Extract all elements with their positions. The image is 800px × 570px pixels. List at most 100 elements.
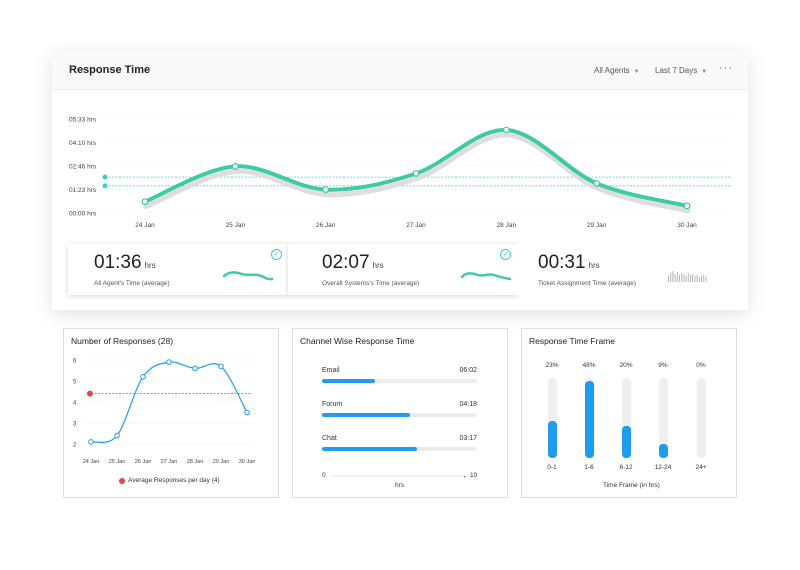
card-header: Response Time All Agents ▼ Last 7 Days ▼ ·… <box>52 52 748 90</box>
channel-panel: Channel Wise Response Time Email 06:02 For… <box>292 328 508 498</box>
date-range-dropdown[interactable]: Last 7 Days ▼ <box>655 66 707 75</box>
bar-value-label: 0% <box>696 362 706 369</box>
more-options-icon[interactable]: ··· <box>719 62 733 74</box>
bar-track <box>584 378 594 458</box>
average-marker <box>87 390 93 397</box>
x-tick-label: 24 Jan <box>135 222 155 229</box>
chevron-down-icon: ▼ <box>701 69 708 75</box>
line-shadow <box>143 132 691 214</box>
sparkline <box>460 272 512 281</box>
x-tick-label: 27 Jan <box>406 222 426 229</box>
mini-bar <box>703 275 705 282</box>
bar-value-label: 48% <box>582 362 596 369</box>
bar-category-label: 24+ <box>695 464 707 471</box>
mini-bar <box>672 271 674 282</box>
bar-category-label: 12-24 <box>654 464 672 471</box>
bar-category-label: 6-12 <box>619 464 633 471</box>
channel-label: Email <box>322 367 340 374</box>
axis-max: 10 <box>470 472 478 479</box>
x-tick-label: 26 Jan <box>135 459 152 465</box>
channel-label: Chat <box>322 435 337 442</box>
mini-bar <box>698 277 700 282</box>
axis-min: 0 <box>322 472 326 479</box>
y-tick-label: 5 <box>73 379 77 385</box>
x-tick-label: 30 Jan <box>239 459 256 465</box>
x-tick-label: 28 Jan <box>187 459 204 465</box>
y-tick-label: 05:33 hrs <box>69 117 97 124</box>
mini-bar <box>674 274 676 282</box>
mini-bar <box>696 275 698 282</box>
mini-bar <box>681 273 683 282</box>
axis-label: hrs <box>395 482 405 489</box>
svg-text:▸: ▸ <box>464 474 467 480</box>
bar-track <box>621 378 631 458</box>
y-axis: 00:00 hrs 01:23 hrs 02:46 hrs 04:10 hrs 05:3… <box>69 117 97 218</box>
check-icon: ✓ <box>271 249 282 260</box>
stat-label: All Agent's Time (average) <box>94 280 170 287</box>
responses-panel: Number of Responses (28) 2 3 4 5 6 24 Jan 25 … <box>63 328 279 498</box>
mini-bar-chart <box>668 271 707 282</box>
data-point <box>218 363 224 370</box>
data-point <box>502 126 510 134</box>
mini-bar <box>676 272 678 282</box>
mini-bar <box>683 274 685 282</box>
channel-axis: ▸ <box>331 474 467 480</box>
mini-bar <box>668 276 669 282</box>
channel-value: 04:18 <box>459 401 477 408</box>
x-tick-label: 27 Jan <box>161 459 178 465</box>
axis-label: Time Frame (in hrs) <box>603 482 660 489</box>
date-range-label: Last 7 Days <box>655 66 698 75</box>
data-point <box>140 374 146 380</box>
timeframe-panel: Response Time Frame 23% 0-1 48% 1-6 20% 6-12 9… <box>521 328 737 498</box>
y-tick-label: 01:23 hrs <box>69 187 97 194</box>
bar-category-label: 1-6 <box>584 464 594 471</box>
bar-value-label: 23% <box>545 362 559 369</box>
y-tick-label: 6 <box>73 358 77 364</box>
channel-label: Forum <box>322 401 343 408</box>
data-point <box>593 179 601 187</box>
data-point <box>412 170 420 177</box>
legend-dot <box>119 478 125 484</box>
chart-grid <box>102 118 732 214</box>
y-tick-label: 3 <box>73 421 77 427</box>
y-tick-label: 00:00 hrs <box>69 211 97 218</box>
stat-overall-systems[interactable]: 02:07 hrs Overall Systems's Time (average… <box>288 244 518 295</box>
bar <box>584 381 594 458</box>
bar-track <box>658 378 668 458</box>
channel-bar <box>322 413 411 417</box>
data-point <box>322 186 330 193</box>
channel-bar <box>322 447 417 451</box>
stat-all-agents[interactable]: 01:36 hrs All Agent's Time (average) ✓ <box>68 244 288 295</box>
channel-track <box>322 447 477 451</box>
x-tick-label: 24 Jan <box>83 459 100 465</box>
responses-chart: 2 3 4 5 6 24 Jan 25 Jan 26 Jan 27 Jan 28 Jan 29 J… <box>73 358 256 465</box>
mini-bar <box>679 275 680 282</box>
mini-bar <box>705 277 707 282</box>
y-tick-label: 4 <box>73 400 77 406</box>
x-tick-label: 29 Jan <box>587 222 607 229</box>
y-tick-label: 2 <box>73 442 77 448</box>
bar-category-label: 0-1 <box>547 464 557 471</box>
reference-marker <box>102 183 108 189</box>
chart-grid <box>84 359 254 445</box>
stat-label: Ticket Assignment Time (average) <box>538 280 637 287</box>
legend-label: Average Responses per day (4) <box>128 477 220 484</box>
y-tick-label: 02:46 hrs <box>69 164 97 171</box>
x-axis: 24 Jan 25 Jan 26 Jan 27 Jan 28 Jan 29 Jan 30 J… <box>83 459 256 465</box>
channel-track <box>322 413 477 417</box>
x-tick-label: 25 Jan <box>226 222 246 229</box>
stat-ticket-assignment[interactable]: 00:31 hrs Ticket Assignment Time (average… <box>518 244 732 295</box>
data-point <box>141 198 149 206</box>
y-tick-label: 04:10 hrs <box>69 140 97 147</box>
bar-track <box>547 378 557 458</box>
data-points <box>88 359 250 445</box>
response-time-card: Response Time All Agents ▼ Last 7 Days ▼ ·… <box>52 52 748 310</box>
bar <box>621 426 631 458</box>
bar <box>547 421 557 458</box>
mini-bar <box>687 273 689 282</box>
agents-dropdown[interactable]: All Agents ▼ <box>594 66 640 75</box>
y-axis: 2 3 4 5 6 <box>73 358 77 448</box>
bar-value-label: 9% <box>658 362 668 369</box>
data-point <box>166 359 172 365</box>
reference-marker <box>102 174 108 180</box>
